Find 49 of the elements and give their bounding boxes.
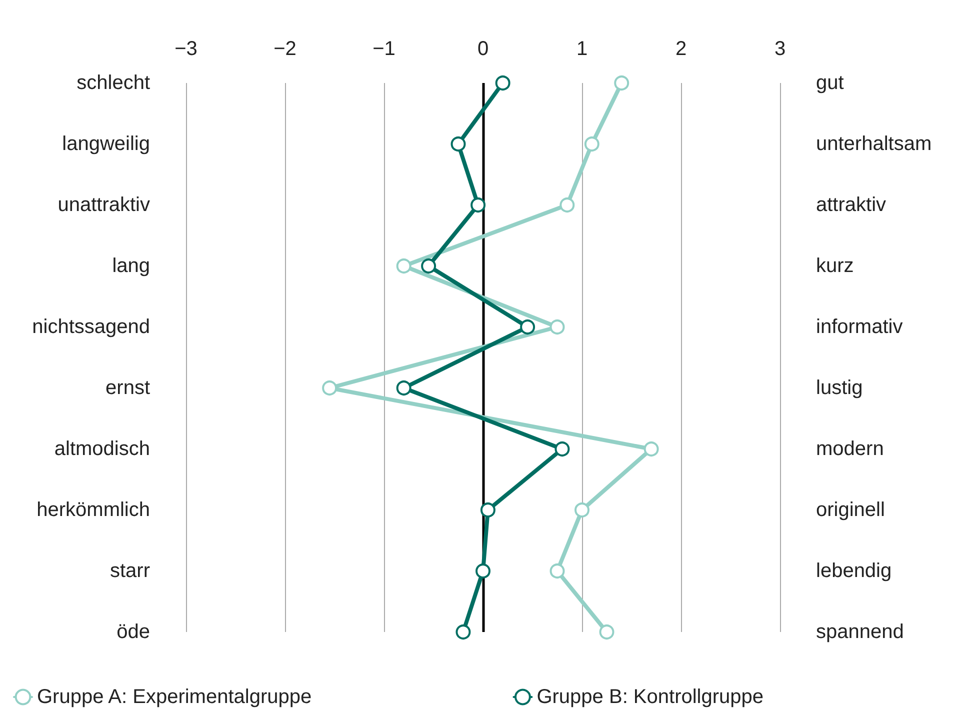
point bbox=[614, 76, 630, 90]
y2-tick-label: kurz bbox=[816, 255, 854, 277]
point bbox=[421, 258, 436, 274]
y-tick-label: starr bbox=[110, 560, 150, 582]
point bbox=[480, 502, 496, 518]
point bbox=[560, 198, 575, 212]
point bbox=[476, 564, 490, 578]
point bbox=[322, 380, 338, 396]
y-tick-label: altmodisch bbox=[54, 438, 150, 460]
y2-tick-label: gut bbox=[816, 72, 844, 94]
y-tick-label: lang bbox=[112, 255, 150, 277]
point bbox=[599, 624, 614, 640]
y2-tick-label: originell bbox=[816, 499, 885, 521]
point bbox=[495, 76, 510, 90]
y2-tick-label: lebendig bbox=[816, 560, 892, 582]
y-tick-label: unattraktiv bbox=[58, 194, 150, 216]
y-tick-label: schlecht bbox=[76, 72, 150, 94]
y2-tick-label: attraktiv bbox=[816, 194, 886, 216]
x-tick-label: 0 bbox=[477, 38, 489, 60]
y2-tick-label: informativ bbox=[816, 316, 903, 338]
point bbox=[554, 442, 570, 456]
y-tick-label: öde bbox=[116, 621, 150, 643]
y2-tick-label: spannend bbox=[816, 621, 904, 643]
y-tick-label: nichtssagend bbox=[32, 316, 150, 338]
y2-tick-label: unterhaltsam bbox=[816, 133, 932, 155]
x-tick-label: 2 bbox=[675, 38, 687, 60]
legend-label: Gruppe B: Kontrollgruppe bbox=[536, 686, 764, 708]
point bbox=[584, 136, 600, 152]
point bbox=[470, 198, 486, 212]
point bbox=[644, 442, 659, 456]
point bbox=[396, 380, 412, 396]
point bbox=[550, 320, 565, 334]
y2-tick-label: modern bbox=[816, 438, 884, 460]
y2-tick-label: lustig bbox=[816, 377, 863, 399]
point bbox=[396, 258, 412, 274]
point bbox=[574, 502, 590, 518]
y-tick-label: ernst bbox=[106, 377, 150, 399]
legend-label: Gruppe A: Experimentalgruppe bbox=[37, 686, 312, 708]
point bbox=[550, 564, 565, 578]
x-tick-label: −2 bbox=[274, 38, 296, 60]
point bbox=[520, 320, 536, 334]
x-tick-label: 1 bbox=[576, 38, 588, 60]
y-tick-label: langweilig bbox=[62, 133, 150, 155]
x-tick-label: 3 bbox=[774, 38, 786, 60]
point bbox=[450, 136, 466, 152]
point bbox=[456, 624, 471, 640]
x-tick-label: −3 bbox=[174, 38, 198, 60]
x-tick-label: −1 bbox=[372, 38, 396, 60]
y-tick-label: herkömmlich bbox=[36, 499, 150, 521]
